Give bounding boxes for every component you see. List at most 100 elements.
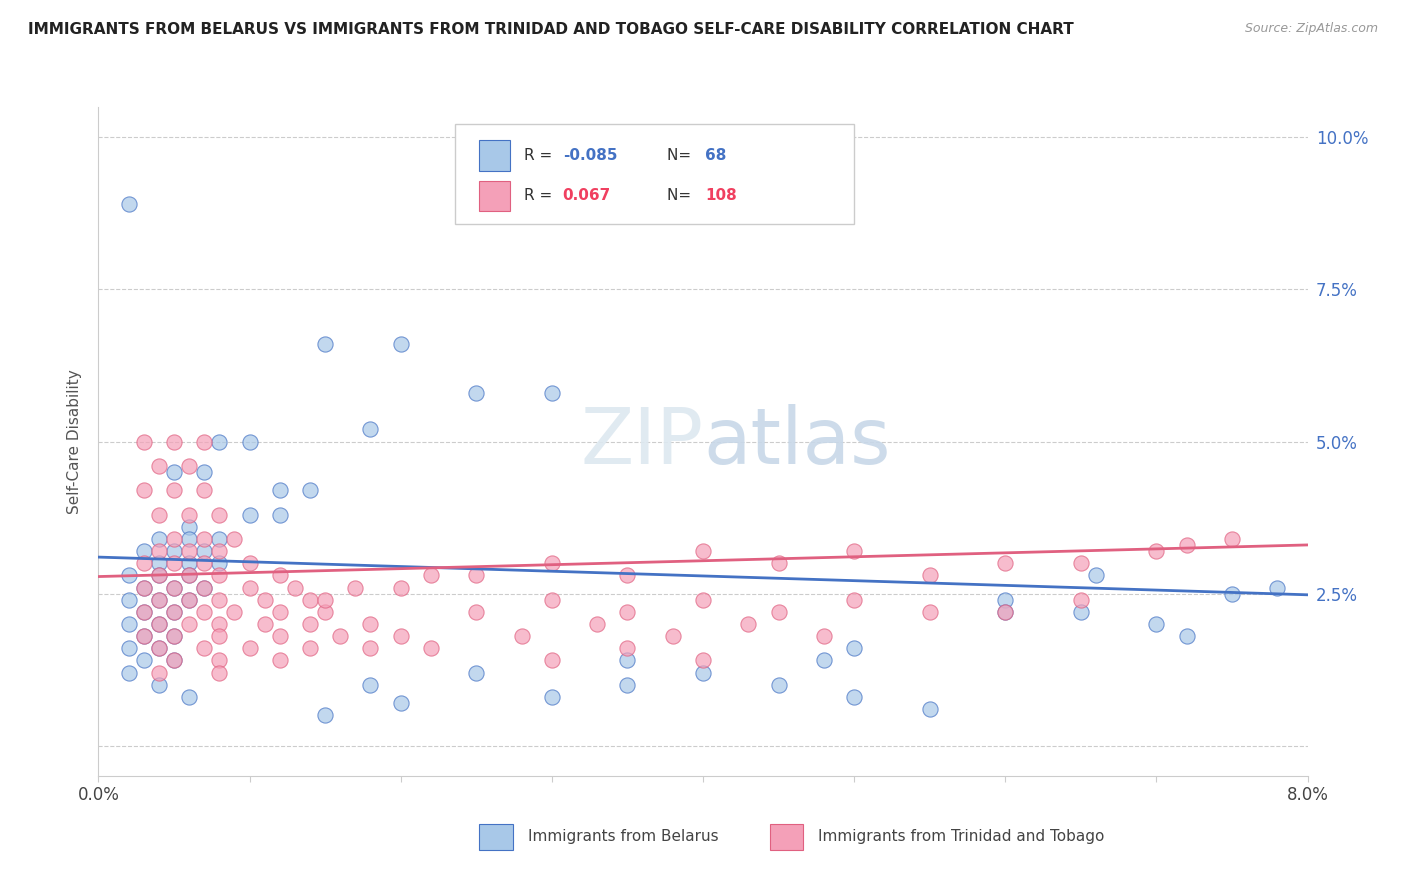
- Point: [1175, 538, 1198, 552]
- Point: [224, 605, 246, 619]
- Point: [269, 568, 291, 582]
- Point: [179, 617, 201, 632]
- Point: [148, 532, 170, 546]
- Point: [692, 544, 714, 558]
- Point: [269, 483, 291, 498]
- Point: [148, 508, 170, 522]
- Point: [918, 568, 941, 582]
- Point: [1220, 532, 1243, 546]
- Point: [132, 483, 155, 498]
- Point: [148, 568, 170, 582]
- Point: [208, 568, 231, 582]
- Point: [540, 592, 562, 607]
- FancyBboxPatch shape: [456, 124, 855, 224]
- Point: [661, 629, 683, 643]
- Point: [239, 641, 262, 656]
- Point: [208, 629, 231, 643]
- Point: [540, 653, 562, 667]
- Point: [163, 653, 186, 667]
- Point: [360, 617, 382, 632]
- Point: [1267, 581, 1289, 595]
- Point: [314, 605, 336, 619]
- Point: [148, 641, 170, 656]
- Point: [918, 605, 941, 619]
- Text: Source: ZipAtlas.com: Source: ZipAtlas.com: [1244, 22, 1378, 36]
- Point: [389, 581, 412, 595]
- Point: [163, 629, 186, 643]
- Point: [465, 568, 488, 582]
- Point: [465, 605, 488, 619]
- Point: [540, 690, 562, 704]
- Point: [344, 581, 367, 595]
- Point: [208, 532, 231, 546]
- FancyBboxPatch shape: [479, 180, 509, 211]
- Point: [148, 617, 170, 632]
- Point: [208, 592, 231, 607]
- Point: [389, 629, 412, 643]
- Point: [224, 532, 246, 546]
- Point: [163, 434, 186, 449]
- Point: [179, 592, 201, 607]
- Point: [918, 702, 941, 716]
- Point: [1085, 568, 1108, 582]
- Point: [118, 568, 141, 582]
- Point: [420, 641, 443, 656]
- Point: [844, 592, 866, 607]
- Point: [148, 458, 170, 473]
- Point: [132, 629, 155, 643]
- Text: 108: 108: [706, 188, 737, 202]
- Point: [193, 641, 215, 656]
- Point: [132, 653, 155, 667]
- Point: [208, 544, 231, 558]
- Point: [813, 653, 835, 667]
- Point: [360, 641, 382, 656]
- Point: [179, 508, 201, 522]
- Point: [148, 641, 170, 656]
- Point: [692, 592, 714, 607]
- Point: [148, 568, 170, 582]
- Point: [118, 665, 141, 680]
- Text: ZIP: ZIP: [581, 403, 703, 480]
- Point: [253, 592, 276, 607]
- Point: [510, 629, 533, 643]
- Point: [239, 508, 262, 522]
- Point: [299, 483, 322, 498]
- Point: [193, 544, 215, 558]
- Point: [586, 617, 609, 632]
- Point: [269, 605, 291, 619]
- Point: [179, 556, 201, 570]
- Point: [163, 581, 186, 595]
- Point: [163, 581, 186, 595]
- Point: [692, 665, 714, 680]
- Point: [269, 653, 291, 667]
- Point: [148, 544, 170, 558]
- Point: [844, 690, 866, 704]
- Point: [132, 544, 155, 558]
- Point: [179, 519, 201, 533]
- Point: [193, 605, 215, 619]
- Point: [208, 508, 231, 522]
- Point: [193, 434, 215, 449]
- Point: [239, 581, 262, 595]
- Point: [239, 434, 262, 449]
- Text: Immigrants from Belarus: Immigrants from Belarus: [527, 829, 718, 844]
- Point: [148, 592, 170, 607]
- Point: [179, 568, 201, 582]
- Point: [118, 592, 141, 607]
- Text: atlas: atlas: [703, 403, 890, 480]
- Point: [269, 508, 291, 522]
- Point: [163, 653, 186, 667]
- Text: R =: R =: [524, 188, 557, 202]
- Text: 68: 68: [706, 148, 727, 162]
- Point: [299, 592, 322, 607]
- Point: [314, 337, 336, 351]
- Text: IMMIGRANTS FROM BELARUS VS IMMIGRANTS FROM TRINIDAD AND TOBAGO SELF-CARE DISABIL: IMMIGRANTS FROM BELARUS VS IMMIGRANTS FR…: [28, 22, 1074, 37]
- Point: [1220, 586, 1243, 600]
- Point: [208, 556, 231, 570]
- Point: [179, 592, 201, 607]
- Point: [692, 653, 714, 667]
- Point: [118, 617, 141, 632]
- Point: [148, 665, 170, 680]
- Point: [163, 532, 186, 546]
- Point: [420, 568, 443, 582]
